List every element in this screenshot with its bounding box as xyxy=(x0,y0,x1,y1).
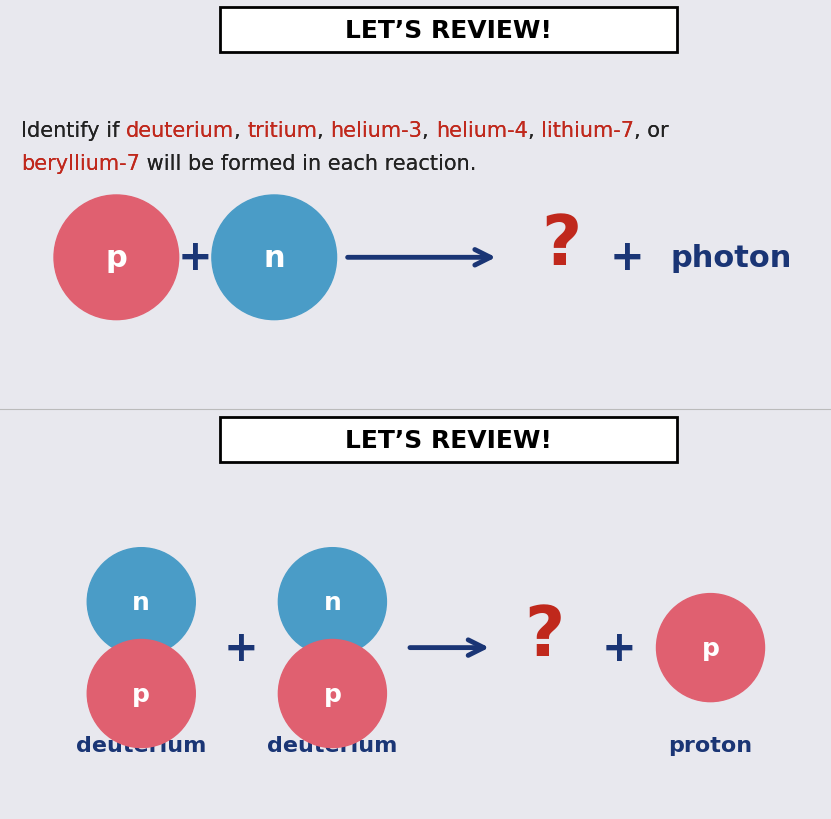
Ellipse shape xyxy=(212,196,337,320)
Text: p: p xyxy=(701,636,720,660)
Text: tritium: tritium xyxy=(248,121,317,141)
Text: ,: , xyxy=(317,121,331,141)
Ellipse shape xyxy=(278,640,386,748)
Text: helium-3: helium-3 xyxy=(331,121,422,141)
Ellipse shape xyxy=(278,548,386,656)
Text: will be formed in each reaction.: will be formed in each reaction. xyxy=(140,154,476,174)
Text: , or: , or xyxy=(634,121,668,141)
Text: +: + xyxy=(602,627,637,669)
Text: p: p xyxy=(132,681,150,706)
Text: ,: , xyxy=(317,121,331,141)
Text: beryllium-7: beryllium-7 xyxy=(21,154,140,174)
Text: beryllium-7: beryllium-7 xyxy=(21,154,140,174)
Text: ,: , xyxy=(528,121,541,141)
Text: LET’S REVIEW!: LET’S REVIEW! xyxy=(346,428,552,452)
Text: will be formed in each reaction.: will be formed in each reaction. xyxy=(140,154,476,174)
Text: p: p xyxy=(323,681,342,706)
FancyBboxPatch shape xyxy=(220,418,677,463)
Text: deuterium: deuterium xyxy=(76,735,206,755)
Text: lithium-7: lithium-7 xyxy=(541,121,634,141)
Text: +: + xyxy=(178,237,213,279)
Text: ,: , xyxy=(422,121,435,141)
Text: n: n xyxy=(263,243,285,273)
Text: proton: proton xyxy=(668,735,753,755)
Ellipse shape xyxy=(87,548,195,656)
Text: ?: ? xyxy=(541,212,581,279)
Text: tritium: tritium xyxy=(248,121,317,141)
Text: ,: , xyxy=(234,121,248,141)
Text: deuterium: deuterium xyxy=(126,121,234,141)
Text: lithium-7: lithium-7 xyxy=(541,121,634,141)
Text: Identify if: Identify if xyxy=(21,121,126,141)
Text: +: + xyxy=(224,627,258,669)
Text: , or: , or xyxy=(634,121,668,141)
Ellipse shape xyxy=(54,196,179,320)
Ellipse shape xyxy=(87,640,195,748)
FancyBboxPatch shape xyxy=(220,8,677,53)
Text: LET’S REVIEW!: LET’S REVIEW! xyxy=(346,19,552,43)
Text: helium-3: helium-3 xyxy=(331,121,422,141)
Text: +: + xyxy=(610,237,645,279)
Text: helium-4: helium-4 xyxy=(435,121,528,141)
Text: deuterium: deuterium xyxy=(126,121,234,141)
Text: p: p xyxy=(106,243,127,273)
Text: Identify if: Identify if xyxy=(21,121,126,141)
Text: ,: , xyxy=(528,121,541,141)
Text: ,: , xyxy=(234,121,248,141)
Text: ?: ? xyxy=(524,602,564,669)
Text: n: n xyxy=(323,590,342,614)
Text: ,: , xyxy=(422,121,435,141)
Text: n: n xyxy=(132,590,150,614)
Text: deuterium: deuterium xyxy=(268,735,397,755)
Text: helium-4: helium-4 xyxy=(435,121,528,141)
Text: photon: photon xyxy=(671,243,792,273)
Ellipse shape xyxy=(656,594,765,702)
